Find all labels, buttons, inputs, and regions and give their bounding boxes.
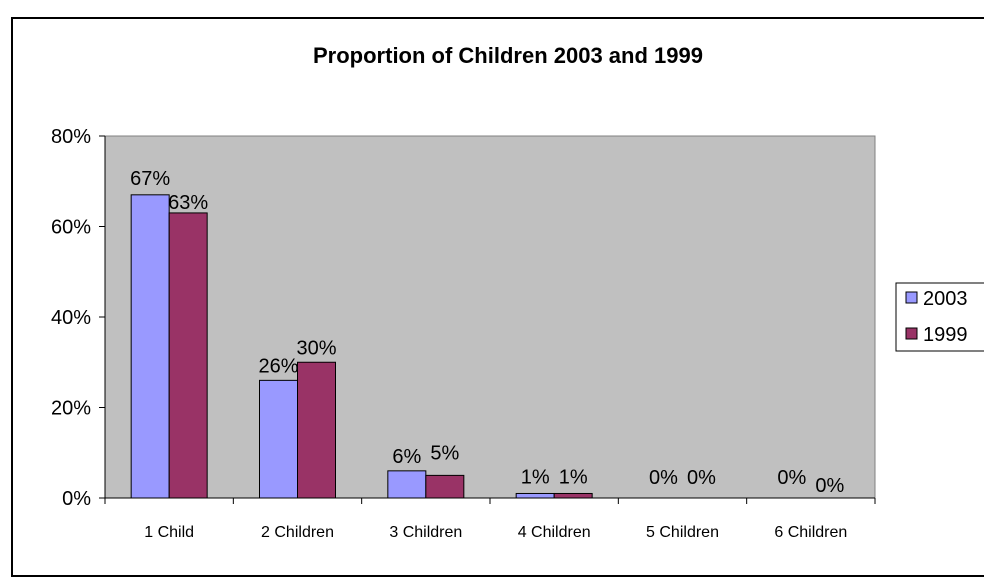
legend-swatch-2003 <box>905 291 918 304</box>
x-category-label: 3 Children <box>389 524 462 541</box>
y-tick-label: 60% <box>51 217 91 239</box>
data-label: 6% <box>392 446 421 468</box>
data-label: 0% <box>687 467 716 489</box>
bar-2003-0 <box>130 194 170 499</box>
legend-label: 1999 <box>923 324 968 346</box>
bar-2003-1 <box>259 379 298 499</box>
data-label: 0% <box>815 475 844 497</box>
legend: 2003 1999 <box>895 282 984 352</box>
x-category-label: 2 Children <box>261 524 334 541</box>
data-label: 26% <box>258 355 298 377</box>
y-tick-label: 0% <box>62 488 91 510</box>
plot-area <box>104 135 876 499</box>
data-labels-group: 67% 26% 6% 1% 0% 0% 63% 30% 5% 1% 0% 0% <box>130 168 844 497</box>
x-category-label: 4 Children <box>518 524 591 541</box>
bar-2003-3 <box>515 492 555 499</box>
legend-swatch-1999 <box>905 327 918 340</box>
bar-1999-3 <box>553 492 593 499</box>
y-tick-label: 40% <box>51 307 91 329</box>
bar-1999-2 <box>425 474 465 499</box>
data-label: 1% <box>521 466 550 488</box>
x-category-label: 6 Children <box>774 524 847 541</box>
x-category-label: 5 Children <box>646 524 719 541</box>
data-label: 30% <box>296 337 336 359</box>
data-label: 0% <box>777 467 806 489</box>
data-label: 0% <box>649 467 678 489</box>
bar-1999-0 <box>168 212 208 499</box>
bars-group <box>130 194 593 499</box>
y-tick-label: 80% <box>51 126 91 148</box>
data-label: 67% <box>130 168 170 190</box>
y-axis: 0% 20% 40% 60% 80% <box>51 126 106 510</box>
bar-2003-2 <box>387 470 427 499</box>
legend-label: 2003 <box>923 288 968 310</box>
x-axis: 1 Child 2 Children 3 Children 4 Children 5 C… <box>104 497 876 541</box>
data-label: 63% <box>168 192 208 214</box>
data-label: 1% <box>559 466 588 488</box>
bar-1999-1 <box>297 361 336 499</box>
y-tick-label: 20% <box>51 398 91 420</box>
data-label: 5% <box>430 442 459 464</box>
chart-title: Proportion of Children 2003 and 1999 <box>313 43 703 68</box>
bar-chart: Proportion of Children 2003 and 1999 0% 2… <box>51 43 984 541</box>
x-category-label: 1 Child <box>144 524 194 541</box>
